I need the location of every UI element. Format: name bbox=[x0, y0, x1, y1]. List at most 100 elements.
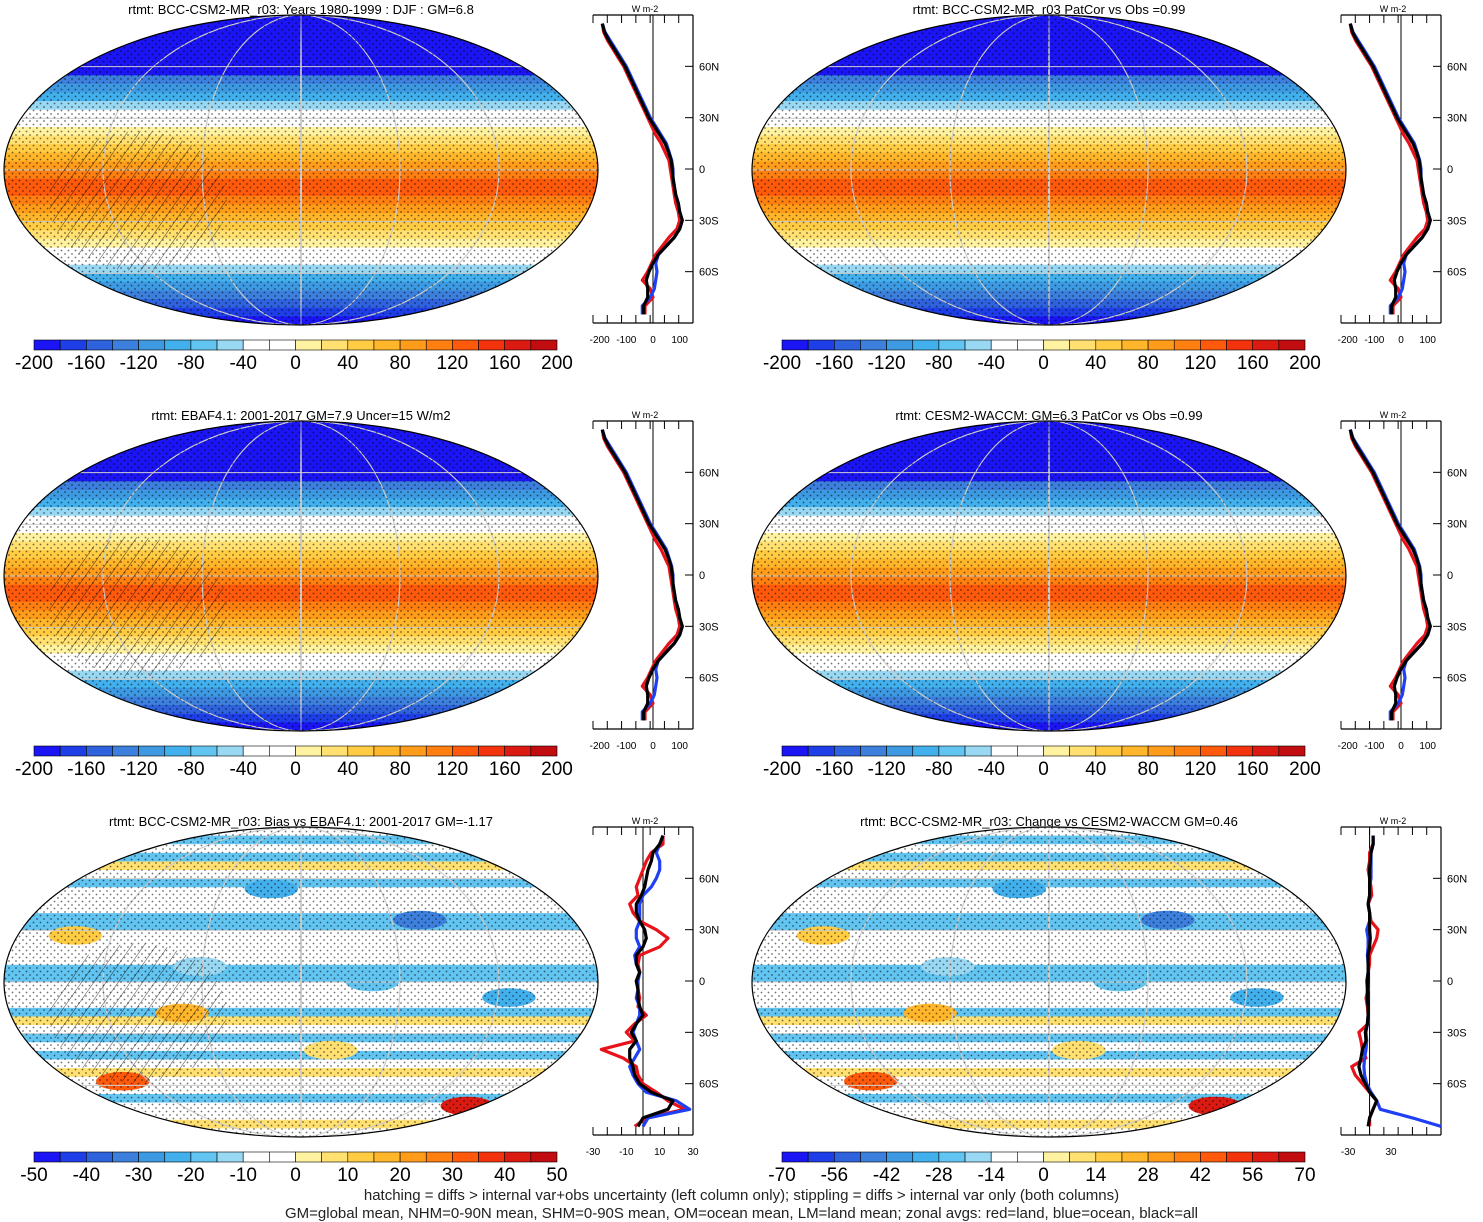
panel-title: rtmt: BCC-CSM2-MR_r03: Change vs CESM2-W… bbox=[860, 814, 1238, 829]
colorbar-swatch bbox=[807, 1151, 835, 1163]
zonal-ytick-label: 30N bbox=[699, 519, 719, 531]
zonal-ytick-label: 0 bbox=[1447, 976, 1453, 988]
zonal-xtick-label: 0 bbox=[650, 335, 656, 346]
colorbar-swatch bbox=[886, 1151, 914, 1163]
colorbar-swatch bbox=[242, 339, 270, 351]
colorbar-label: 14 bbox=[1085, 1165, 1107, 1186]
colorbar-label: -56 bbox=[821, 1165, 848, 1186]
colorbar-swatch bbox=[833, 745, 861, 757]
colorbar-swatch bbox=[373, 1151, 401, 1163]
zonal-ytick-label: 60S bbox=[699, 673, 719, 685]
colorbar-swatch bbox=[295, 745, 322, 757]
colorbar-label: 0 bbox=[1038, 1165, 1049, 1186]
zonal-xtick-label: 100 bbox=[671, 741, 688, 752]
colorbar-label: 70 bbox=[1294, 1165, 1315, 1186]
colorbar-swatch bbox=[138, 339, 166, 351]
colorbar-label: 28 bbox=[1138, 1165, 1159, 1186]
panel-title: rtmt: BCC-CSM2-MR_r03 PatCor vs Obs =0.9… bbox=[913, 2, 1186, 17]
colorbar-swatch bbox=[478, 339, 505, 351]
colorbar-swatch bbox=[59, 745, 87, 757]
footer-legend-note: GM=global mean, NHM=0-90N mean, SHM=0-90… bbox=[284, 1205, 1198, 1222]
colorbar-swatch bbox=[1017, 745, 1044, 757]
colorbar-label: 0 bbox=[1038, 759, 1049, 780]
zonal-ytick-label: 0 bbox=[1447, 164, 1453, 176]
zonal-units-label: W m-2 bbox=[1380, 816, 1407, 826]
colorbar-swatch bbox=[138, 745, 166, 757]
colorbar-label: 56 bbox=[1242, 1165, 1263, 1186]
zonal-units-label: W m-2 bbox=[632, 816, 659, 826]
colorbar-swatch bbox=[112, 339, 139, 351]
colorbar-swatch bbox=[1173, 339, 1201, 351]
zonal-ytick-label: 60N bbox=[699, 61, 719, 73]
zonal-units-label: W m-2 bbox=[632, 4, 659, 14]
colorbar-swatch bbox=[807, 339, 835, 351]
colorbar-label: -70 bbox=[768, 1165, 795, 1186]
colorbar-label: 30 bbox=[442, 1165, 463, 1186]
colorbar-swatch bbox=[452, 745, 479, 757]
colorbar-swatch bbox=[86, 745, 113, 757]
zonal-series-all bbox=[1357, 835, 1379, 1127]
colorbar-label: 200 bbox=[1289, 353, 1321, 374]
zonal-xtick-label: 0 bbox=[1398, 335, 1404, 346]
colorbar-label: 120 bbox=[437, 353, 469, 374]
colorbar-label: 200 bbox=[541, 759, 573, 780]
colorbar-swatch bbox=[964, 1151, 992, 1163]
colorbar-swatch bbox=[504, 745, 532, 757]
colorbar-label: 0 bbox=[290, 759, 301, 780]
colorbar-swatch bbox=[425, 745, 453, 757]
colorbar-swatch bbox=[1121, 339, 1149, 351]
map-outline bbox=[751, 826, 1347, 1138]
zonal-ytick-label: 0 bbox=[699, 976, 705, 988]
colorbar-swatch bbox=[504, 1151, 532, 1163]
colorbar-swatch bbox=[1069, 339, 1097, 351]
colorbar-swatch bbox=[860, 1151, 887, 1163]
colorbar-swatch bbox=[295, 339, 322, 351]
zonal-units-label: W m-2 bbox=[1380, 4, 1407, 14]
colorbar-swatch bbox=[190, 1151, 218, 1163]
map-outline bbox=[3, 14, 599, 326]
colorbar-label: 120 bbox=[1185, 353, 1217, 374]
colorbar-swatch bbox=[912, 1151, 940, 1163]
colorbar-swatch bbox=[33, 339, 61, 351]
colorbar-label: -120 bbox=[868, 759, 906, 780]
colorbar-swatch bbox=[781, 339, 809, 351]
colorbar-label: 50 bbox=[546, 1165, 567, 1186]
colorbar-label: -40 bbox=[229, 353, 256, 374]
colorbar-swatch bbox=[452, 1151, 479, 1163]
zonal-ytick-label: 30N bbox=[699, 113, 719, 125]
colorbar-label: 160 bbox=[489, 759, 521, 780]
colorbar-label: -80 bbox=[925, 759, 952, 780]
colorbar-label: 160 bbox=[489, 353, 521, 374]
colorbar-swatch bbox=[478, 745, 505, 757]
zonal-series-land bbox=[1348, 23, 1430, 315]
colorbar-swatch bbox=[1147, 1151, 1175, 1163]
colorbar-swatch bbox=[1017, 1151, 1044, 1163]
zonal-ytick-label: 60S bbox=[1447, 267, 1467, 279]
zonal-xtick-label: -30 bbox=[586, 1147, 601, 1158]
colorbar-label: -200 bbox=[763, 353, 801, 374]
colorbar-label: -42 bbox=[873, 1165, 900, 1186]
colorbar-swatch bbox=[912, 745, 940, 757]
colorbar-swatch bbox=[781, 745, 809, 757]
colorbar-swatch bbox=[295, 1151, 322, 1163]
zonal-units-label: W m-2 bbox=[1380, 410, 1407, 420]
colorbar-swatch bbox=[1147, 339, 1175, 351]
map-outline bbox=[3, 826, 599, 1138]
zonal-xtick-label: -100 bbox=[616, 335, 636, 346]
colorbar-swatch bbox=[990, 745, 1018, 757]
colorbar-swatch bbox=[938, 745, 966, 757]
panel-2: rtmt: BCC-CSM2-MR_r03 PatCor vs Obs =0.9… bbox=[751, 2, 1467, 374]
colorbar-label: -120 bbox=[120, 353, 158, 374]
colorbar-swatch bbox=[1278, 745, 1306, 757]
zonal-series-land bbox=[600, 23, 682, 315]
hatching-overlay bbox=[48, 943, 227, 1083]
zonal-series-land bbox=[600, 429, 682, 721]
colorbar-label: 160 bbox=[1237, 759, 1269, 780]
zonal-xtick-label: -100 bbox=[1364, 335, 1384, 346]
colorbar-swatch bbox=[990, 339, 1018, 351]
colorbar-swatch bbox=[1200, 745, 1227, 757]
colorbar-swatch bbox=[833, 339, 861, 351]
zonal-xtick-label: 0 bbox=[1398, 741, 1404, 752]
colorbar-swatch bbox=[269, 1151, 296, 1163]
